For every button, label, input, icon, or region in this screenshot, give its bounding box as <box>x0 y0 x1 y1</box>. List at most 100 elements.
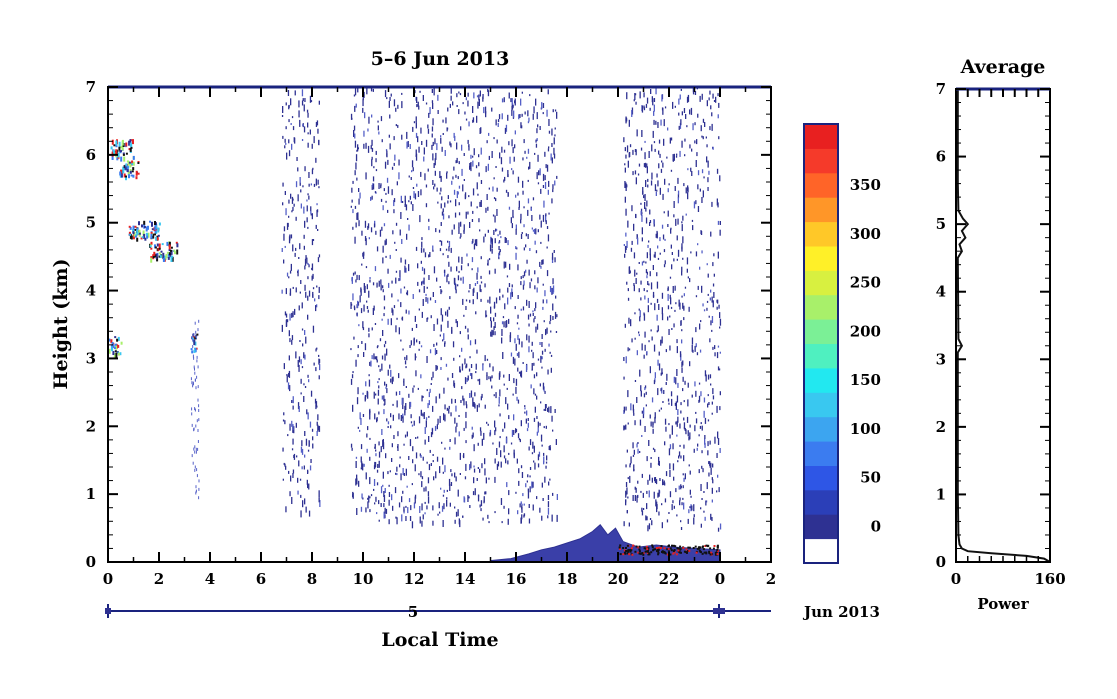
noise-speck <box>508 318 510 324</box>
noise-speck <box>669 315 671 318</box>
noise-speck <box>702 118 705 123</box>
noise-speck <box>472 155 474 158</box>
noise-speck <box>428 254 430 258</box>
noise-speck <box>282 182 284 187</box>
noise-speck <box>710 105 712 110</box>
noise-speck <box>438 502 440 509</box>
noise-speck <box>517 433 520 439</box>
noise-speck <box>405 468 407 476</box>
noise-speck <box>665 349 667 353</box>
noise-speck <box>305 438 308 446</box>
noise-speck <box>649 414 651 419</box>
noise-speck <box>551 128 553 136</box>
cloud-speck <box>195 378 196 382</box>
noise-speck <box>440 203 442 209</box>
colorbar-cell <box>804 489 838 515</box>
noise-speck <box>288 355 290 361</box>
noise-speck <box>381 318 383 321</box>
noise-speck <box>497 123 499 127</box>
noise-speck <box>655 120 657 125</box>
noise-speck <box>691 171 693 176</box>
noise-speck <box>311 239 314 246</box>
noise-speck <box>533 318 535 323</box>
noise-speck <box>527 179 529 182</box>
noise-speck <box>444 414 446 422</box>
noise-speck <box>433 476 435 481</box>
noise-speck <box>654 477 657 483</box>
noise-speck <box>501 167 504 172</box>
y-tick-label: 3 <box>86 349 96 367</box>
noise-speck <box>529 161 531 169</box>
noise-speck <box>479 201 481 207</box>
noise-speck <box>408 224 410 231</box>
noise-speck <box>285 313 288 318</box>
noise-speck <box>532 310 534 313</box>
cloud-speck <box>161 243 164 246</box>
cloud-speck <box>127 171 130 176</box>
noise-speck <box>486 372 488 377</box>
noise-speck <box>552 278 554 285</box>
colorbar-cell <box>804 245 838 271</box>
noise-speck <box>434 183 436 187</box>
noise-speck <box>550 367 552 373</box>
noise-speck <box>710 289 712 293</box>
cloud-speck <box>194 450 196 454</box>
noise-speck <box>649 248 651 256</box>
noise-speck <box>677 416 679 423</box>
noise-speck <box>360 308 363 314</box>
noise-speck <box>623 137 625 143</box>
noise-speck <box>303 465 305 470</box>
cloud-speck <box>140 237 143 240</box>
noise-speck <box>422 514 424 520</box>
noise-speck <box>317 424 319 432</box>
noise-speck <box>437 418 439 425</box>
noise-speck <box>450 143 452 148</box>
cloud-speck <box>135 234 138 237</box>
noise-speck <box>384 90 387 98</box>
noise-speck <box>552 109 554 113</box>
noise-speck <box>681 243 683 250</box>
noise-speck <box>303 206 305 214</box>
noise-speck <box>477 442 479 446</box>
noise-speck <box>637 494 639 498</box>
noise-speck <box>699 95 701 102</box>
noise-speck <box>627 347 629 352</box>
x-tick-label: 6 <box>256 570 266 588</box>
noise-speck <box>657 180 659 187</box>
noise-speck <box>536 138 538 142</box>
noise-speck <box>483 432 485 440</box>
cloud-speck <box>197 365 199 369</box>
noise-speck <box>476 206 478 209</box>
noise-speck <box>640 385 642 392</box>
noise-speck <box>463 427 465 431</box>
noise-speck <box>718 304 720 309</box>
noise-speck <box>381 395 383 400</box>
noise-speck <box>634 269 636 277</box>
noise-speck <box>664 178 666 185</box>
noise-speck <box>510 292 512 300</box>
noise-speck <box>445 117 447 124</box>
noise-speck <box>358 220 360 227</box>
noise-speck <box>677 177 679 184</box>
noise-speck <box>631 338 633 343</box>
noise-speck <box>362 392 364 395</box>
noise-speck <box>639 451 641 453</box>
boundary-layer-peak <box>685 551 688 554</box>
cloud-speck <box>192 354 194 358</box>
noise-speck <box>410 414 412 419</box>
noise-speck <box>554 109 557 112</box>
cloud-speck <box>191 423 193 427</box>
noise-speck <box>368 495 370 503</box>
noise-speck <box>668 512 670 514</box>
noise-speck <box>467 334 469 340</box>
noise-speck <box>356 274 358 280</box>
main-panel: 5–6 Jun 2013 0 2 4 6 8 10 12 14 16 18 20 22 0 2 01234… <box>50 48 880 651</box>
noise-speck <box>644 152 646 160</box>
noise-speck <box>425 417 428 421</box>
noise-speck <box>683 417 685 421</box>
noise-speck <box>414 315 416 322</box>
noise-speck <box>433 88 435 96</box>
noise-speck <box>486 375 488 381</box>
noise-speck <box>644 194 646 201</box>
noise-speck <box>295 216 297 221</box>
